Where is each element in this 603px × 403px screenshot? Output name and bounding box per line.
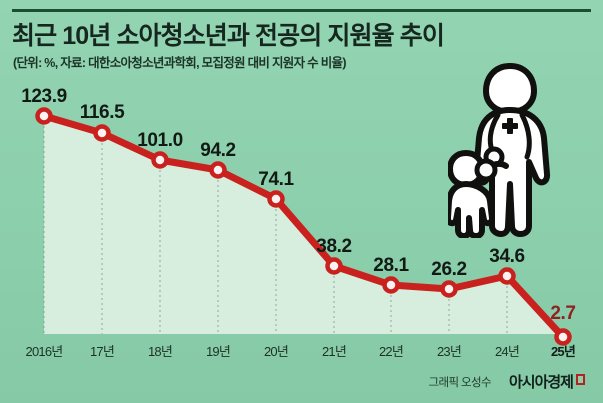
chart-subtitle: (단위: %, 자료: 대한소아청소년과학회, 모집정원 대비 지원자 수 비율… xyxy=(13,56,346,70)
data-point-label: 74.1 xyxy=(258,169,294,190)
data-point-marker[interactable] xyxy=(93,124,111,142)
data-point-label: 34.6 xyxy=(489,246,525,267)
x-axis-label: 20년 xyxy=(263,344,289,359)
data-point-marker[interactable] xyxy=(325,257,343,275)
x-axis-label: 25년 xyxy=(550,344,576,359)
graphic-credit: 그래픽 오성수 xyxy=(428,377,492,389)
data-point-label: 2.7 xyxy=(550,303,576,324)
data-point-marker[interactable] xyxy=(267,190,285,208)
x-axis-label: 17년 xyxy=(89,344,115,359)
data-point-marker[interactable] xyxy=(35,107,53,125)
doctor-with-child-icon xyxy=(445,58,590,239)
header-rule xyxy=(12,9,591,12)
data-point-label: 28.1 xyxy=(373,255,409,276)
x-axis-label: 22년 xyxy=(378,344,404,359)
chart-area-fill xyxy=(44,116,563,337)
data-point-label: 101.0 xyxy=(137,130,183,151)
data-point-marker[interactable] xyxy=(382,276,400,294)
x-axis-label: 24년 xyxy=(494,344,520,359)
data-point-label: 123.9 xyxy=(21,86,67,107)
data-point-marker[interactable] xyxy=(498,267,516,285)
data-point-label: 38.2 xyxy=(316,236,352,257)
data-point-marker[interactable] xyxy=(554,328,572,346)
square-logo-mark-icon xyxy=(576,374,585,385)
x-axis-label: 21년 xyxy=(321,344,347,359)
page-title: 최근 10년 소아청소년과 전공의 지원율 추이 xyxy=(12,22,445,50)
data-point-label: 26.2 xyxy=(431,259,467,280)
trend-line xyxy=(40,112,567,341)
x-axis-label: 2016년 xyxy=(25,344,64,359)
x-axis-label: 19년 xyxy=(205,344,231,359)
x-axis-label: 23년 xyxy=(436,344,462,359)
publisher-name: 아시아경제 xyxy=(508,374,574,391)
x-axis-label: 18년 xyxy=(147,344,173,359)
data-point-label: 116.5 xyxy=(79,102,125,123)
data-point-marker[interactable] xyxy=(440,280,458,298)
data-point-label: 94.2 xyxy=(200,140,236,161)
data-point-marker[interactable] xyxy=(151,151,169,169)
data-point-marker[interactable] xyxy=(209,161,227,179)
